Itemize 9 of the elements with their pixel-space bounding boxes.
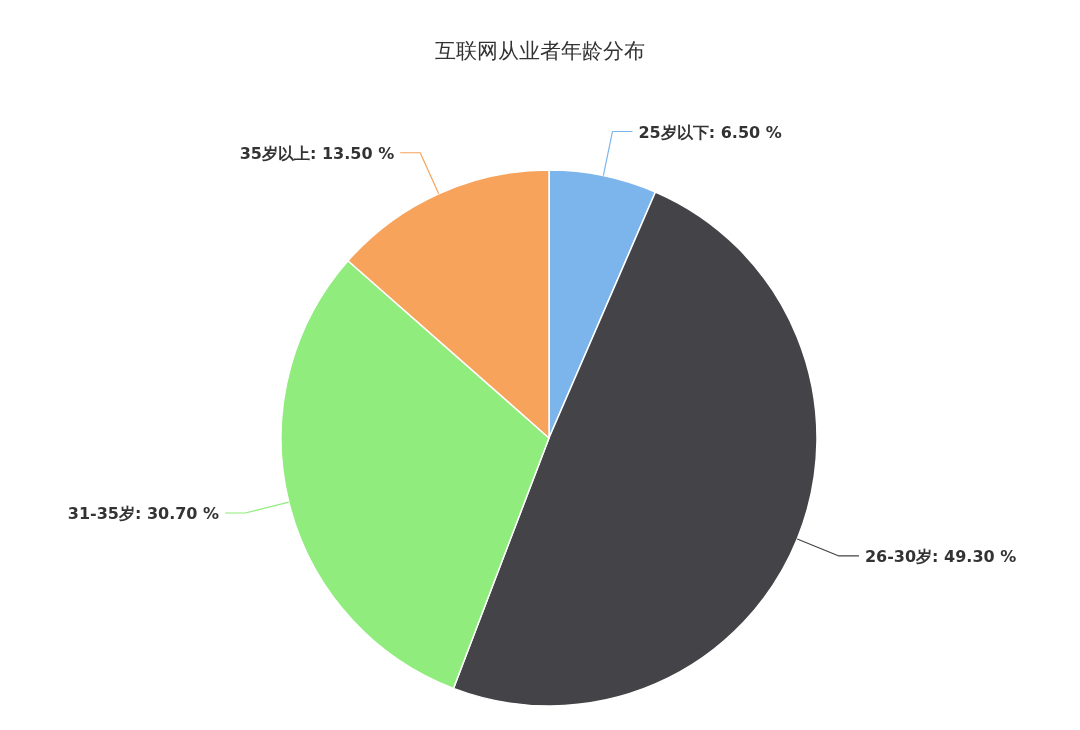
- slice-label: 25岁以下: [638, 122, 709, 142]
- chart-title: 互联网从业者年龄分布: [435, 39, 645, 63]
- slice-label: 26-30岁: [864, 546, 933, 566]
- data-label: : 30.70 %: [134, 503, 220, 523]
- data-label: : 13.50 %: [310, 143, 395, 163]
- slice-label: 35岁以上: [239, 143, 311, 163]
- slice-label: 31-35岁: [67, 503, 135, 523]
- data-label: : 6.50 %: [708, 122, 782, 142]
- data-label: : 49.30 %: [932, 546, 1017, 566]
